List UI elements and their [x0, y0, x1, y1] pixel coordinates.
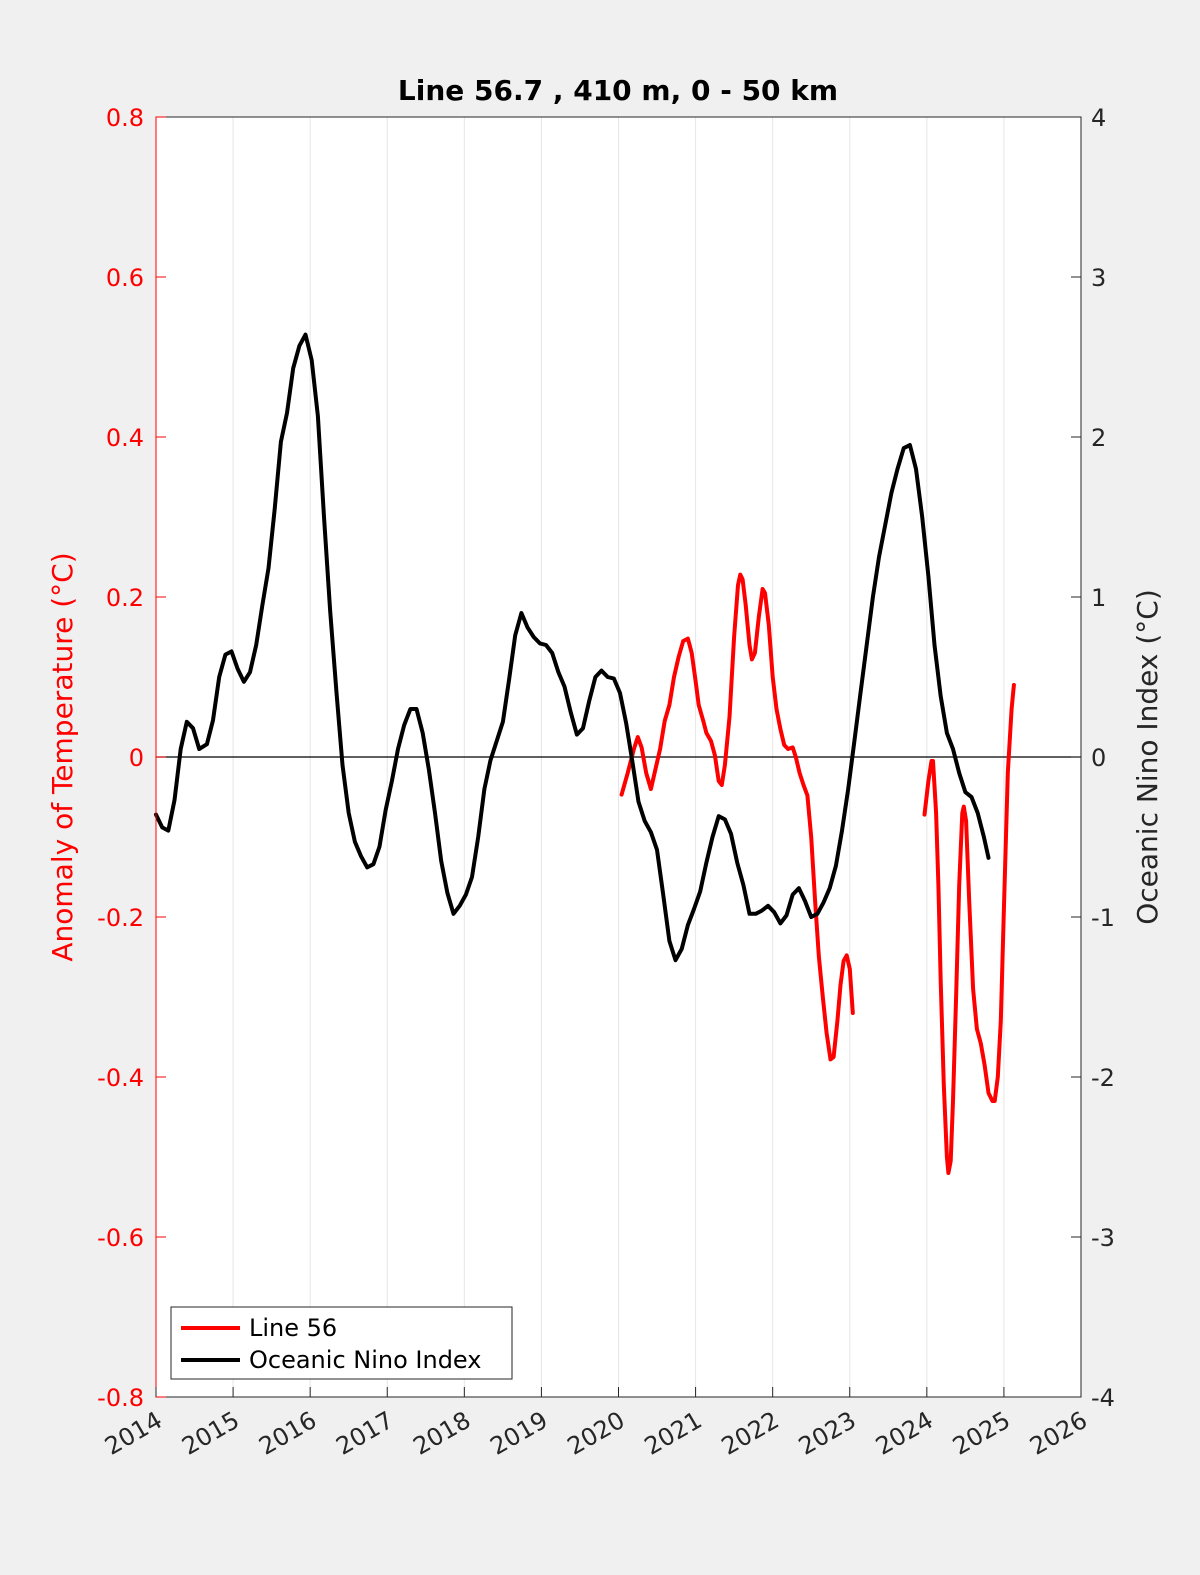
y-right-tick-label: 4: [1091, 104, 1106, 132]
y-right-tick-label: 1: [1091, 584, 1106, 612]
series-layer: [154, 332, 1016, 1175]
y-left-tick-label: 0.4: [106, 424, 144, 452]
y-right-tick-label: -3: [1091, 1224, 1115, 1252]
legend-label-oni: Oceanic Nino Index: [249, 1346, 481, 1374]
legend-label-line-56: Line 56: [249, 1314, 337, 1342]
y-left-tick-label: 0: [129, 744, 144, 772]
y-right-tick-label: 2: [1091, 424, 1106, 452]
y-left-tick-label: -0.6: [97, 1224, 144, 1252]
y-left-tick-label: -0.8: [97, 1384, 144, 1412]
legend: Line 56 Oceanic Nino Index: [170, 1306, 513, 1380]
y-right-tick-label: -4: [1091, 1384, 1115, 1412]
y-right-tick-label: 3: [1091, 264, 1106, 292]
y-left-tick-label: 0.6: [106, 264, 144, 292]
y-right-tick-label: 0: [1091, 744, 1106, 772]
series-line-line-56: [922, 683, 1016, 1175]
series-line-line-56: [619, 572, 855, 1062]
y-axis-label-right: Oceanic Nino Index (°C): [1131, 589, 1164, 925]
series-line-oceanic-nino-index: [154, 332, 991, 963]
legend-box: [170, 1306, 513, 1380]
chart-title: Line 56.7 , 410 m, 0 - 50 km: [398, 74, 838, 107]
y-left-tick-label: 0.2: [106, 584, 144, 612]
y-right-tick-label: -2: [1091, 1064, 1115, 1092]
y-axis-label-left: Anomaly of Temperature (°C): [46, 552, 79, 961]
y-right-tick-label: -1: [1091, 904, 1115, 932]
y-left-tick-label: -0.2: [97, 904, 144, 932]
y-left-tick-label: 0.8: [106, 104, 144, 132]
y-left-tick-label: -0.4: [97, 1064, 144, 1092]
